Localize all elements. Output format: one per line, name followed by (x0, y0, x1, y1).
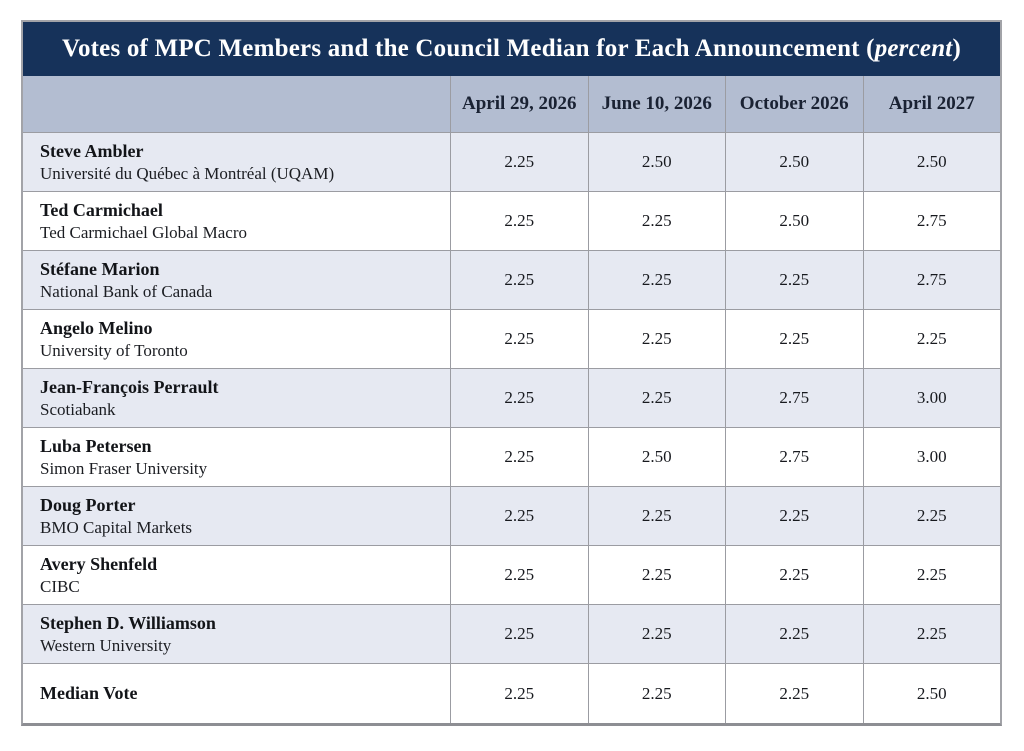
vote-value-cell: 2.25 (862, 605, 1001, 663)
table-row: Steve Ambler Université du Québec à Montr… (23, 133, 1000, 192)
member-affiliation: BMO Capital Markets (40, 517, 193, 537)
vote-value-cell: 3.00 (862, 428, 1001, 486)
vote-value-cell: 2.25 (725, 251, 863, 309)
vote-value-cell: 2.50 (862, 664, 1001, 723)
member-cell: Steve Ambler Université du Québec à Montr… (23, 133, 450, 191)
vote-value-cell: 2.25 (587, 546, 726, 604)
table-row: Doug Porter BMO Capital Markets 2.25 2.25 2.… (23, 487, 1000, 546)
table-row: Stéfane Marion National Bank of Canada 2.2… (23, 251, 1000, 310)
vote-value-cell: 2.25 (587, 369, 726, 427)
vote-value-cell: 2.25 (450, 192, 588, 250)
table-title-paren-close: ) (952, 35, 961, 62)
member-affiliation: Ted Carmichael Global Macro (40, 222, 247, 242)
member-cell: Stephen D. Williamson Western University (23, 605, 450, 663)
member-name: Avery Shenfeld (40, 553, 158, 574)
column-header-row: April 29, 2026 June 10, 2026 October 202… (23, 76, 1000, 133)
table-title-main: Votes of MPC Members and the Council Med… (62, 35, 867, 62)
vote-value-cell: 2.25 (587, 664, 726, 723)
column-header-date-2: June 10, 2026 (587, 76, 726, 132)
table-row: Median Vote 2.25 2.25 2.25 2.50 (23, 664, 1000, 723)
member-cell: Median Vote (23, 664, 450, 723)
member-cell: Ted Carmichael Ted Carmichael Global Macr… (23, 192, 450, 250)
vote-value-cell: 2.50 (725, 133, 863, 191)
mpc-votes-table: Votes of MPC Members and the Council Med… (21, 20, 1002, 726)
member-cell: Stéfane Marion National Bank of Canada (23, 251, 450, 309)
vote-value-cell: 2.25 (587, 251, 726, 309)
table-row: Avery Shenfeld CIBC 2.25 2.25 2.25 2.25 (23, 546, 1000, 605)
vote-value-cell: 2.25 (587, 487, 726, 545)
member-name: Doug Porter (40, 494, 136, 515)
member-affiliation: University of Toronto (40, 340, 188, 360)
vote-value-cell: 2.25 (587, 192, 726, 250)
vote-value-cell: 2.25 (450, 546, 588, 604)
member-affiliation: Scotiabank (40, 399, 116, 419)
vote-value-cell: 2.25 (450, 133, 588, 191)
table-title-paren-open: ( (866, 35, 875, 62)
column-header-date-1: April 29, 2026 (450, 76, 588, 132)
member-affiliation: National Bank of Canada (40, 281, 213, 301)
vote-value-cell: 2.25 (862, 487, 1001, 545)
table-row: Ted Carmichael Ted Carmichael Global Macr… (23, 192, 1000, 251)
vote-value-cell: 2.25 (450, 605, 588, 663)
vote-value-cell: 2.25 (450, 487, 588, 545)
member-affiliation: CIBC (40, 576, 80, 596)
table-row: Luba Petersen Simon Fraser University 2.25… (23, 428, 1000, 487)
table-title-bar: Votes of MPC Members and the Council Med… (23, 22, 1000, 76)
member-cell: Avery Shenfeld CIBC (23, 546, 450, 604)
vote-value-cell: 2.25 (450, 428, 588, 486)
member-name: Ted Carmichael (40, 199, 163, 220)
column-header-date-3: October 2026 (725, 76, 863, 132)
table-title-emphasis: percent (874, 35, 953, 62)
member-affiliation: Simon Fraser University (40, 458, 208, 478)
vote-value-cell: 2.25 (725, 605, 863, 663)
vote-value-cell: 2.25 (862, 546, 1001, 604)
table-row: Stephen D. Williamson Western University 2… (23, 605, 1000, 664)
member-name: Stephen D. Williamson (40, 612, 216, 633)
member-cell: Angelo Melino University of Toronto (23, 310, 450, 368)
vote-value-cell: 2.25 (587, 310, 726, 368)
member-name: Median Vote (40, 682, 138, 703)
vote-value-cell: 2.25 (725, 487, 863, 545)
vote-value-cell: 2.25 (450, 664, 588, 723)
vote-value-cell: 2.25 (450, 369, 588, 427)
member-name: Angelo Melino (40, 317, 153, 338)
vote-value-cell: 2.25 (725, 664, 863, 723)
vote-value-cell: 2.75 (862, 251, 1001, 309)
vote-value-cell: 2.50 (587, 428, 726, 486)
vote-value-cell: 2.75 (725, 369, 863, 427)
table-title: Votes of MPC Members and the Council Med… (62, 35, 961, 63)
vote-value-cell: 2.50 (862, 133, 1001, 191)
member-affiliation: Université du Québec à Montréal (UQAM) (40, 163, 335, 183)
member-name: Steve Ambler (40, 140, 144, 161)
member-name: Jean-François Perrault (40, 376, 219, 397)
table-body: Steve Ambler Université du Québec à Montr… (23, 133, 1000, 723)
member-name: Stéfane Marion (40, 258, 160, 279)
member-affiliation: Western University (40, 635, 172, 655)
vote-value-cell: 2.25 (725, 310, 863, 368)
vote-value-cell: 2.25 (725, 546, 863, 604)
member-cell: Doug Porter BMO Capital Markets (23, 487, 450, 545)
vote-value-cell: 2.25 (450, 251, 588, 309)
member-name: Luba Petersen (40, 435, 152, 456)
member-column-header (23, 76, 450, 132)
column-header-date-4: April 2027 (862, 76, 1001, 132)
vote-value-cell: 2.25 (587, 605, 726, 663)
vote-value-cell: 2.50 (725, 192, 863, 250)
member-cell: Jean-François Perrault Scotiabank (23, 369, 450, 427)
vote-value-cell: 2.75 (725, 428, 863, 486)
table-row: Jean-François Perrault Scotiabank 2.25 2.25… (23, 369, 1000, 428)
vote-value-cell: 3.00 (862, 369, 1001, 427)
vote-value-cell: 2.75 (862, 192, 1001, 250)
vote-value-cell: 2.50 (587, 133, 726, 191)
table-row: Angelo Melino University of Toronto 2.25 2.… (23, 310, 1000, 369)
member-cell: Luba Petersen Simon Fraser University (23, 428, 450, 486)
vote-value-cell: 2.25 (862, 310, 1001, 368)
vote-value-cell: 2.25 (450, 310, 588, 368)
